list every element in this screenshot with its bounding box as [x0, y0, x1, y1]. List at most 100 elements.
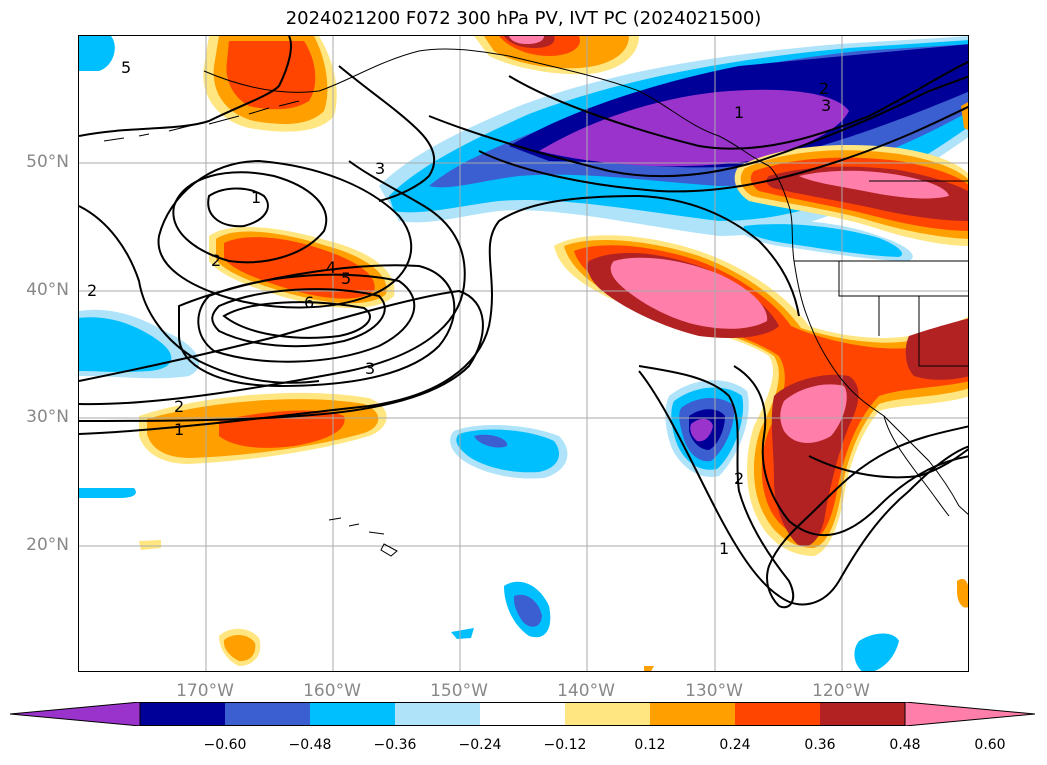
contour-south-1	[766, 425, 968, 607]
colorbar-extend-low	[9, 701, 141, 727]
hawaii	[328, 517, 398, 557]
colorbar	[9, 701, 1036, 727]
lon-label-150w: 150°W	[430, 681, 488, 701]
neg-se-blob	[854, 633, 899, 671]
contour-label: 1	[251, 188, 261, 207]
contour-label: 2	[734, 469, 744, 488]
contour-upper-right-1	[508, 60, 968, 150]
contour-upper-right-2	[428, 75, 968, 178]
lon-label-160w: 160°W	[303, 681, 361, 701]
colorbar-bin	[820, 702, 906, 726]
contour-2-mid	[79, 160, 466, 406]
colorbar-tick-label: −0.36	[373, 737, 417, 753]
lat-label-20n: 20°N	[26, 535, 69, 555]
lon-label-170w: 170°W	[176, 681, 234, 701]
neg-west-024	[79, 317, 172, 372]
colorbar-bin	[565, 702, 651, 726]
contour-label: 2	[819, 79, 829, 98]
map-title: 2024021200 F072 300 hPa PV, IVT PC (2024…	[285, 8, 762, 29]
contour-2-west	[79, 205, 320, 384]
neg-mid-blob-036	[474, 434, 508, 448]
pnw-coast	[768, 165, 968, 515]
colorbar-tick-label: 0.24	[719, 737, 751, 753]
lat-label-40n: 40°N	[26, 280, 69, 300]
contour-label: 2	[174, 397, 184, 416]
lat-label-50n: 50°N	[26, 152, 69, 172]
pos-se-small	[957, 578, 968, 608]
contour-label: 3	[375, 159, 385, 178]
contour-3-north	[338, 65, 436, 202]
contour-trough-1	[638, 365, 795, 609]
contour-6	[222, 301, 371, 339]
neg-sub-blob-060	[690, 418, 713, 442]
pos-small-hawaii	[139, 540, 161, 550]
contour-cyclone-3	[157, 159, 413, 309]
contour-label: 3	[821, 96, 831, 115]
neg-south-blob-036	[513, 594, 542, 627]
pos-north-060	[509, 36, 544, 44]
colorbar-bin	[480, 702, 566, 726]
contour-label: 2	[87, 281, 97, 300]
contour-label: 4	[326, 258, 336, 277]
neg-west-strip	[79, 488, 136, 498]
colorbar-tick-label: 0.60	[974, 737, 1006, 753]
contour-cyclone-2	[172, 171, 327, 264]
aleutian-chain	[103, 100, 300, 142]
colorbar-tick-label: −0.12	[543, 737, 587, 753]
colorbar-tick-label: 0.12	[634, 737, 666, 753]
pos-pnw-060	[799, 170, 949, 199]
contour-1	[79, 194, 800, 435]
contour-label: 1	[734, 103, 744, 122]
shading-layer	[79, 36, 968, 671]
colorbar-bin	[310, 702, 396, 726]
contour-label: 5	[121, 58, 131, 77]
colorbar-tick-label: −0.24	[458, 737, 502, 753]
pos-ar-060	[610, 257, 768, 329]
pos-south-tiny	[644, 666, 654, 671]
contour-1-north	[79, 36, 292, 137]
map-panel[interactable]: 5 2 1 3 4 5 6 3 2 1 1 2 3 2 1 2	[78, 35, 969, 672]
baja-coast	[883, 415, 950, 517]
pv-contours	[79, 36, 968, 609]
contour-5	[211, 288, 386, 348]
lon-label-120w: 120°W	[812, 681, 870, 701]
neg-nw-corner	[79, 36, 115, 71]
colorbar-bin	[735, 702, 821, 726]
colorbar-bin	[140, 702, 226, 726]
contour-label: 5	[341, 269, 351, 288]
contour-3-loop	[178, 264, 456, 388]
contour-label-layer: 5 2 1 3 4 5 6 3 2 1 1 2 3 2 1 2	[87, 58, 831, 558]
colorbar-bin	[395, 702, 481, 726]
neg-west-coast-024	[743, 224, 903, 257]
pos-central-036	[224, 237, 375, 299]
colorbar-tick-label: 0.48	[889, 737, 921, 753]
colorbar-bin	[650, 702, 736, 726]
pos-ar-east-048	[905, 318, 968, 380]
contour-label: 3	[365, 359, 375, 378]
lon-label-130w: 130°W	[685, 681, 743, 701]
contour-label: 1	[719, 539, 729, 558]
contour-cyclone-1	[207, 187, 269, 228]
colorbar-tick-label: −0.60	[203, 737, 247, 753]
state-borders	[838, 180, 968, 367]
map-canvas: 5 2 1 3 4 5 6 3 2 1 1 2 3 2 1 2	[79, 36, 968, 671]
lon-label-140w: 140°W	[557, 681, 615, 701]
colorbar-svg	[9, 701, 1036, 727]
contour-trough-2	[733, 365, 968, 537]
neg-band-060	[539, 89, 849, 167]
colorbar-extend-high	[904, 701, 1036, 727]
contour-label: 1	[174, 420, 184, 439]
contour-4	[197, 273, 416, 363]
colorbar-tick-label: −0.48	[288, 737, 332, 753]
pos-small-south-024	[223, 634, 256, 662]
pos-aleutian-036	[226, 41, 316, 110]
colorbar-tick-label: 0.36	[804, 737, 836, 753]
contour-1-southeast	[638, 370, 968, 606]
coastlines	[103, 48, 968, 557]
contour-small-se	[808, 448, 968, 479]
pos-ar-south-060	[780, 384, 847, 443]
neg-small-south	[451, 628, 474, 639]
contour-upper-right-3	[478, 105, 968, 193]
contour-label: 2	[211, 251, 221, 270]
lat-label-30n: 30°N	[26, 407, 69, 427]
